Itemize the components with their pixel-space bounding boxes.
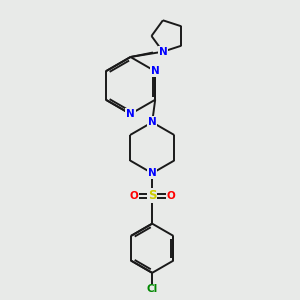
- Text: N: N: [148, 168, 157, 178]
- Text: S: S: [148, 189, 156, 202]
- Text: O: O: [129, 191, 138, 201]
- Text: N: N: [151, 66, 160, 76]
- Text: N: N: [148, 117, 157, 127]
- Text: Cl: Cl: [147, 284, 158, 294]
- Text: O: O: [167, 191, 175, 201]
- Text: N: N: [126, 109, 135, 119]
- Text: N: N: [158, 47, 167, 57]
